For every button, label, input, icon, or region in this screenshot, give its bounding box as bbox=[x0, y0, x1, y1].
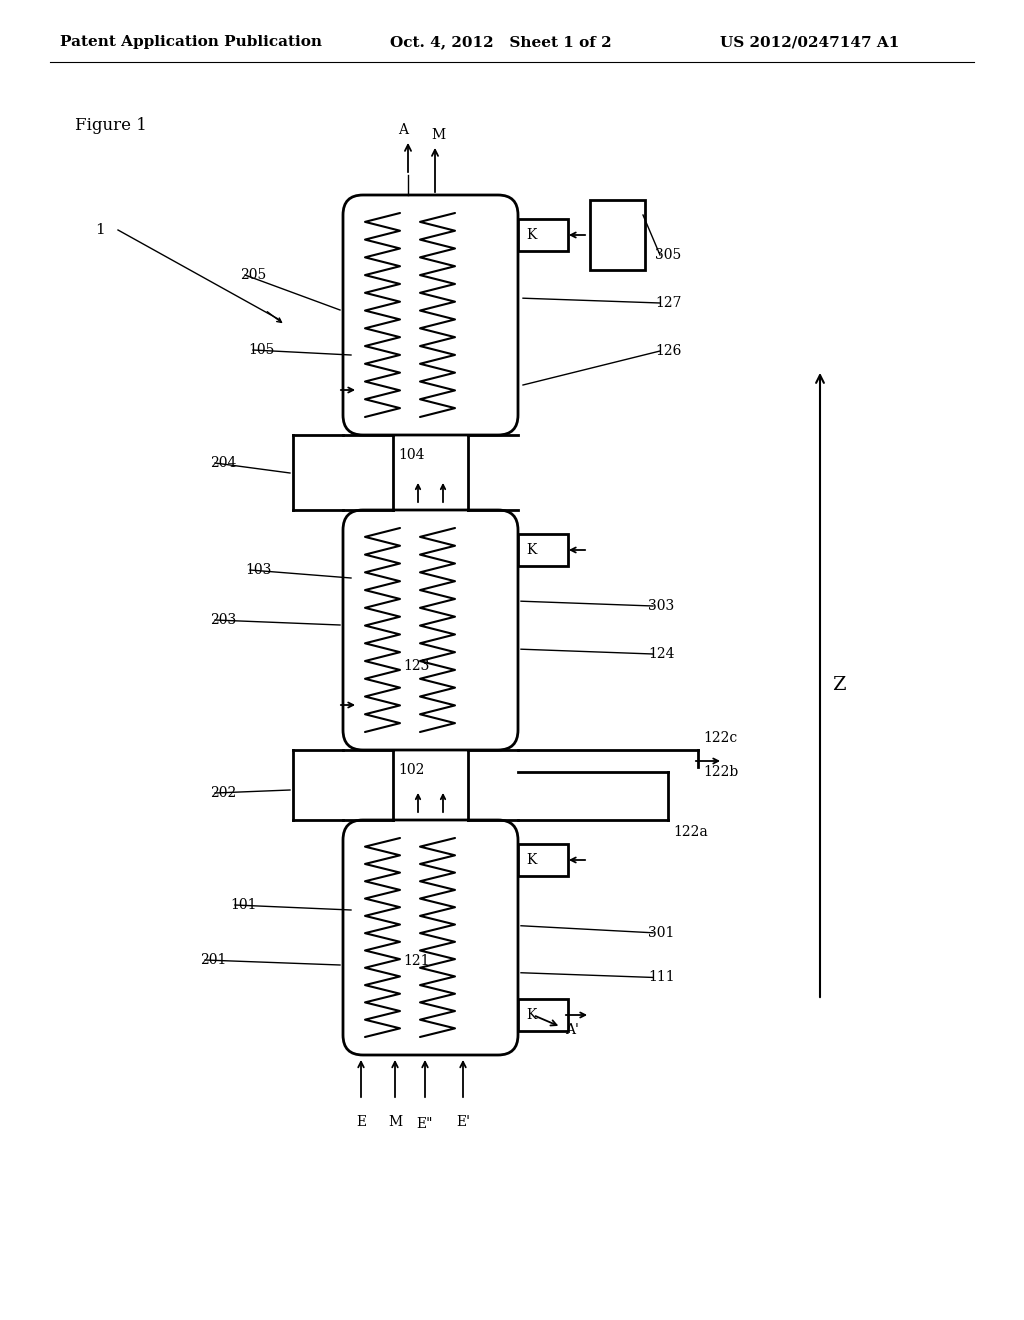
Text: Z: Z bbox=[831, 676, 846, 694]
Text: 122b: 122b bbox=[703, 766, 738, 779]
Text: 126: 126 bbox=[655, 345, 681, 358]
Text: M: M bbox=[388, 1115, 402, 1129]
FancyBboxPatch shape bbox=[343, 820, 518, 1055]
Text: 122a: 122a bbox=[673, 825, 708, 840]
FancyBboxPatch shape bbox=[343, 195, 518, 436]
Text: Figure 1: Figure 1 bbox=[75, 116, 146, 133]
Text: A: A bbox=[398, 123, 408, 137]
Text: E': E' bbox=[456, 1115, 470, 1129]
Text: 303: 303 bbox=[648, 599, 674, 612]
Text: 127: 127 bbox=[655, 296, 682, 310]
Text: A': A' bbox=[565, 1023, 579, 1038]
Text: M: M bbox=[431, 128, 445, 143]
Text: 202: 202 bbox=[210, 785, 237, 800]
Text: E: E bbox=[356, 1115, 366, 1129]
Text: 122c: 122c bbox=[703, 731, 737, 744]
Text: 103: 103 bbox=[245, 564, 271, 577]
Text: 204: 204 bbox=[210, 455, 237, 470]
Text: 104: 104 bbox=[398, 447, 425, 462]
Text: 111: 111 bbox=[648, 970, 675, 985]
Text: 201: 201 bbox=[200, 953, 226, 968]
Bar bbox=[590, 201, 645, 271]
Text: 101: 101 bbox=[230, 898, 256, 912]
Bar bbox=[518, 999, 568, 1031]
Text: K: K bbox=[526, 228, 537, 242]
Text: 124: 124 bbox=[648, 647, 675, 661]
Text: 305: 305 bbox=[655, 248, 681, 261]
Text: K: K bbox=[526, 543, 537, 557]
Text: 121: 121 bbox=[403, 954, 429, 968]
Text: K: K bbox=[526, 1008, 537, 1022]
Text: Oct. 4, 2012   Sheet 1 of 2: Oct. 4, 2012 Sheet 1 of 2 bbox=[390, 36, 611, 49]
Text: 203: 203 bbox=[210, 612, 237, 627]
Text: 1: 1 bbox=[95, 223, 104, 238]
Text: 301: 301 bbox=[648, 925, 675, 940]
Text: E": E" bbox=[417, 1117, 433, 1131]
Text: 205: 205 bbox=[240, 268, 266, 282]
Text: 123: 123 bbox=[403, 659, 429, 673]
Text: Patent Application Publication: Patent Application Publication bbox=[60, 36, 322, 49]
Text: K: K bbox=[526, 853, 537, 867]
Bar bbox=[518, 219, 568, 251]
Text: US 2012/0247147 A1: US 2012/0247147 A1 bbox=[720, 36, 899, 49]
Bar bbox=[518, 843, 568, 876]
Text: 102: 102 bbox=[398, 763, 424, 777]
Bar bbox=[518, 535, 568, 566]
FancyBboxPatch shape bbox=[343, 510, 518, 750]
Text: 105: 105 bbox=[248, 343, 274, 356]
